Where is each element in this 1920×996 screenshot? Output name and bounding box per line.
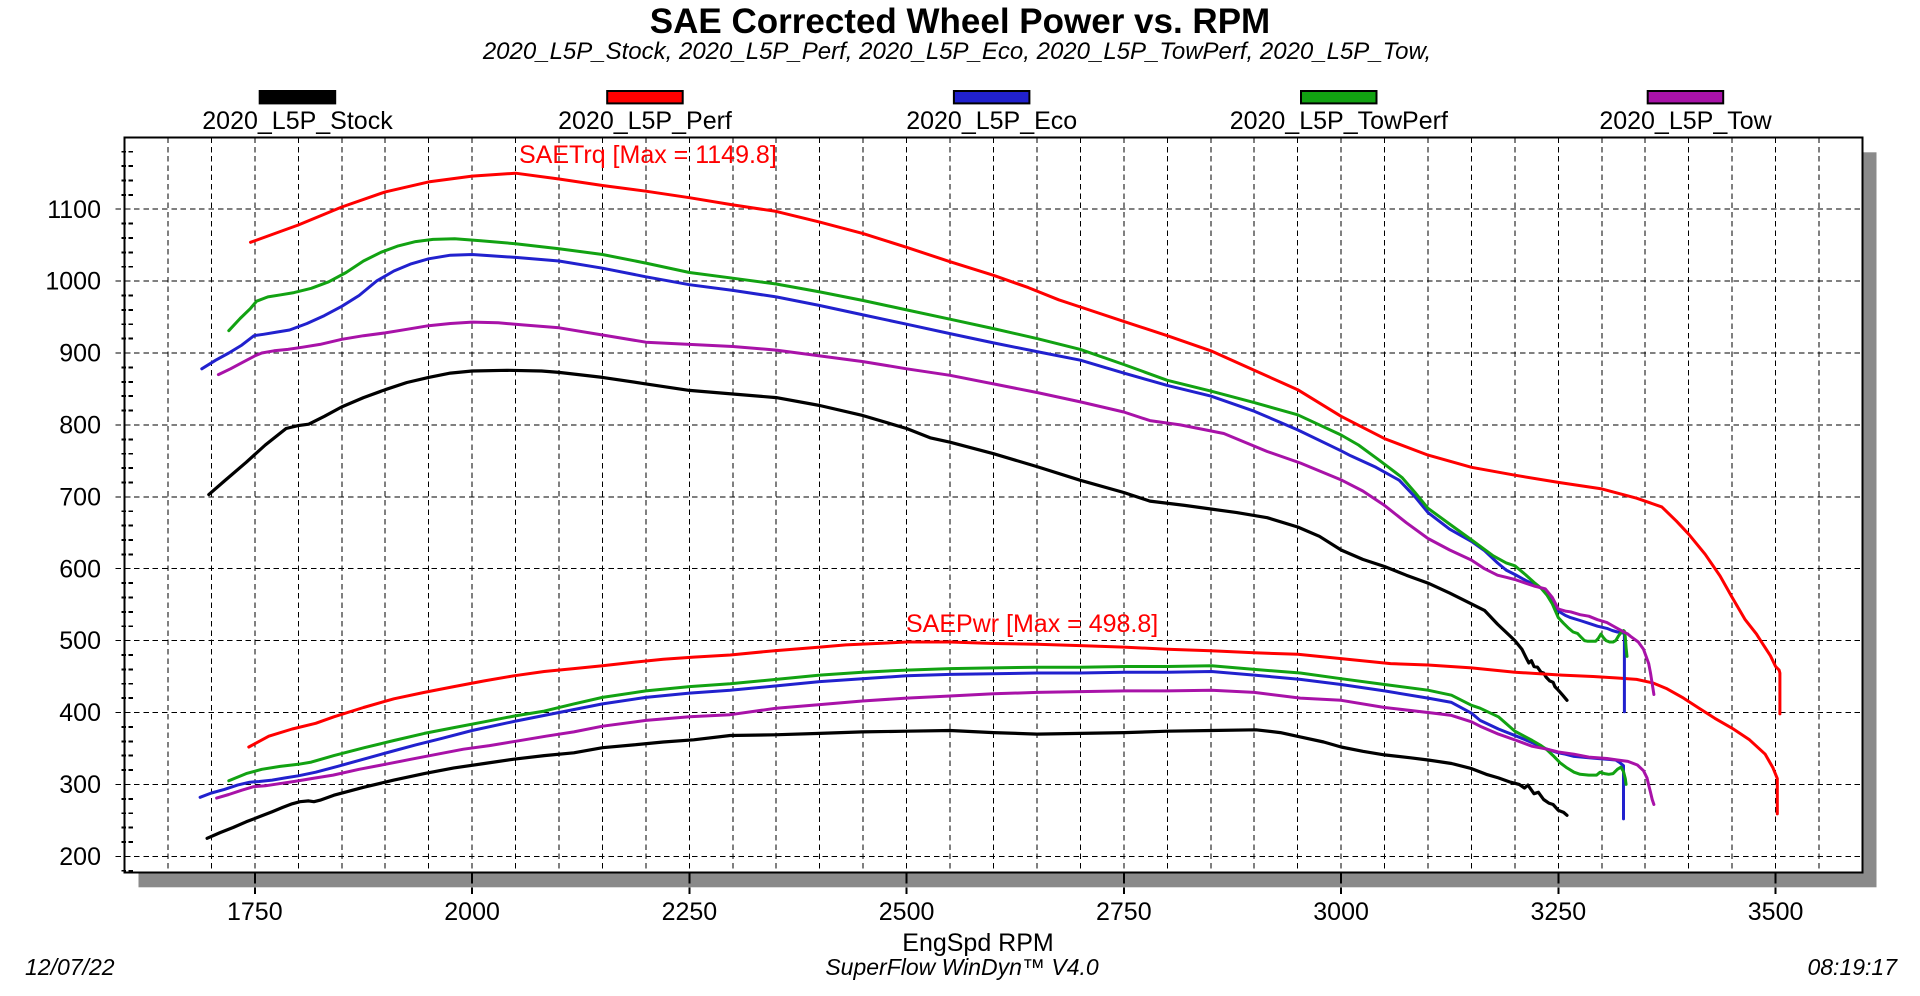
svg-text:EngSpd RPM: EngSpd RPM	[902, 929, 1053, 957]
svg-text:1100: 1100	[47, 196, 101, 224]
svg-text:2020_L5P_Tow: 2020_L5P_Tow	[1599, 107, 1772, 135]
svg-text:200: 200	[59, 843, 101, 871]
svg-text:SAE Corrected Wheel Power vs.: SAE Corrected Wheel Power vs. RPM	[650, 2, 1270, 41]
svg-text:700: 700	[59, 483, 101, 511]
svg-text:2000: 2000	[444, 898, 500, 926]
svg-text:1750: 1750	[227, 898, 283, 926]
svg-text:3500: 3500	[1748, 898, 1804, 926]
svg-text:500: 500	[59, 627, 101, 655]
svg-text:SuperFlow WinDyn™ V4.0: SuperFlow WinDyn™ V4.0	[825, 954, 1099, 980]
svg-text:600: 600	[59, 555, 101, 583]
svg-text:2020_L5P_Eco: 2020_L5P_Eco	[906, 107, 1077, 135]
svg-text:2250: 2250	[662, 898, 718, 926]
svg-text:900: 900	[59, 340, 101, 368]
svg-text:2750: 2750	[1096, 898, 1152, 926]
svg-text:2020_L5P_Stock, 2020_L5P_Perf,: 2020_L5P_Stock, 2020_L5P_Perf, 2020_L5P_…	[482, 38, 1431, 65]
svg-text:2020_L5P_Perf: 2020_L5P_Perf	[558, 107, 732, 135]
svg-text:800: 800	[59, 412, 101, 440]
svg-text:3000: 3000	[1313, 898, 1369, 926]
svg-text:300: 300	[59, 771, 101, 799]
svg-text:SAEPwr [Max = 498.8]: SAEPwr [Max = 498.8]	[906, 610, 1158, 638]
svg-text:2020_L5P_Stock: 2020_L5P_Stock	[202, 107, 393, 135]
svg-text:1000: 1000	[45, 268, 101, 296]
svg-text:12/07/22: 12/07/22	[25, 954, 115, 980]
svg-text:400: 400	[59, 699, 101, 727]
svg-text:2500: 2500	[879, 898, 935, 926]
svg-text:3250: 3250	[1530, 898, 1586, 926]
svg-text:SAETrq [Max = 1149.8]: SAETrq [Max = 1149.8]	[519, 141, 777, 169]
svg-text:08:19:17: 08:19:17	[1807, 954, 1898, 980]
svg-text:2020_L5P_TowPerf: 2020_L5P_TowPerf	[1230, 107, 1448, 135]
